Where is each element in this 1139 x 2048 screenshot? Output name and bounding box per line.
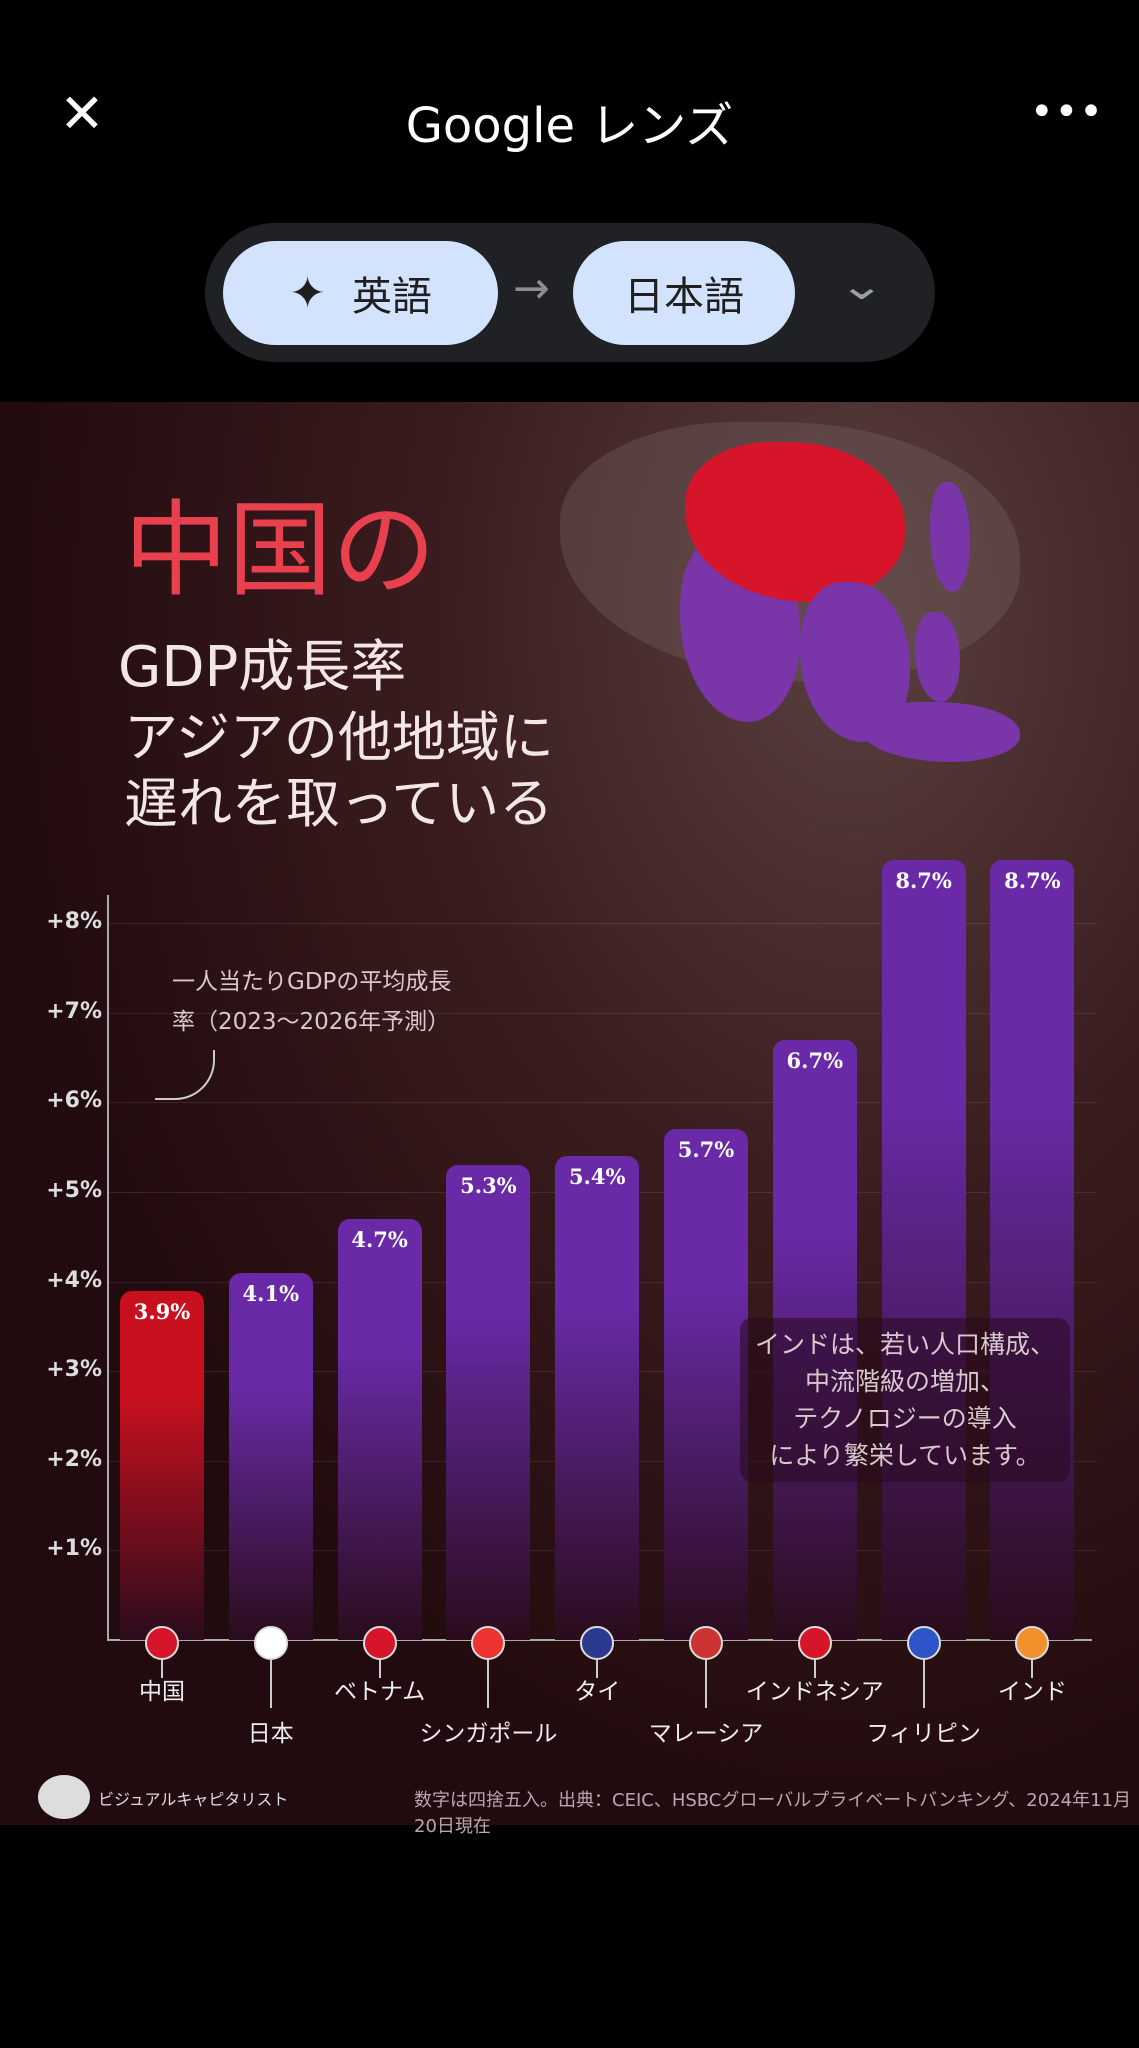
bar-value-label: 4.7%: [351, 1226, 408, 1252]
headline-subtitle: GDP成長率: [118, 635, 407, 700]
y-tick-label: +7%: [46, 998, 102, 1024]
flag-stem: [269, 1660, 272, 1708]
language-selector: ✦ 英語 → 日本語 ⌄: [205, 223, 935, 362]
note-line: により繁栄しています。: [769, 1441, 1041, 1470]
country-label: シンガポール: [419, 1721, 558, 1747]
description-line: 遅れを取っている: [124, 772, 554, 835]
country-label: インド: [997, 1679, 1067, 1705]
y-tick-label: +4%: [46, 1267, 102, 1293]
bar: [990, 860, 1075, 1640]
arrow-right-icon: →: [513, 263, 550, 314]
bar: [555, 1156, 640, 1640]
bar: [881, 860, 966, 1640]
more-options-button[interactable]: •••: [1030, 89, 1104, 135]
country-flag-icon: [797, 1626, 832, 1660]
bar: [446, 1165, 531, 1640]
map-philippines: [915, 612, 960, 702]
close-button[interactable]: ✕: [59, 82, 105, 145]
map-japan: [930, 482, 970, 592]
sparkle-icon: ✦: [289, 267, 326, 319]
y-tick-label: +3%: [46, 1357, 102, 1383]
country-flag-icon: [906, 1626, 941, 1660]
country-flag-icon: [580, 1626, 615, 1660]
headline-description: アジアの他地域に 遅れを取っている: [124, 705, 554, 837]
country-label: 中国: [139, 1679, 185, 1705]
flag-stem: [596, 1660, 599, 1678]
flag-stem: [1031, 1660, 1034, 1678]
country-label: 日本: [247, 1721, 294, 1747]
country-flag-icon: [145, 1626, 179, 1660]
bar: [664, 1129, 748, 1640]
y-tick-label: +5%: [46, 1178, 102, 1203]
country-label: インドネシア: [745, 1679, 884, 1705]
note-line: 中流階級の増加、: [804, 1367, 1005, 1396]
source-language-label: 英語: [351, 274, 432, 320]
flag-stem: [705, 1660, 707, 1708]
bar-value-label: 5.3%: [460, 1173, 517, 1199]
gridline: [107, 1102, 1097, 1104]
gridline: [107, 923, 1097, 925]
bar-value-label: 3.9%: [133, 1298, 191, 1324]
y-tick-label: +1%: [46, 1536, 102, 1562]
chart-annotation: 一人当たりGDPの平均成長 率（2023〜2026年予測）: [172, 962, 451, 1042]
source-language-button[interactable]: ✦ 英語: [223, 241, 498, 345]
bar: [120, 1290, 204, 1640]
bar: [228, 1272, 313, 1640]
country-flag-icon: [253, 1626, 288, 1660]
chevron-down-icon[interactable]: ⌄: [838, 263, 886, 309]
map-china: [685, 442, 905, 602]
annotation-line: 一人当たりGDPの平均成長: [172, 969, 452, 995]
map-indonesia: [860, 702, 1020, 762]
flag-stem: [922, 1660, 925, 1708]
india-note: インドは、若い人口構成、 中流階級の増加、 テクノロジーの導入 により繁栄してい…: [740, 1318, 1070, 1482]
bar-value-label: 6.7%: [786, 1047, 844, 1073]
flag-stem: [487, 1660, 490, 1708]
y-axis-line: [107, 895, 109, 1640]
y-tick-label: +2%: [46, 1446, 102, 1472]
bar-value-label: 5.7%: [677, 1137, 735, 1163]
brand-name: ビジュアルキャピタリスト: [98, 1790, 289, 1809]
app-title: Google レンズ: [405, 98, 734, 154]
flag-stem: [813, 1660, 816, 1678]
country-label: フィリピン: [866, 1721, 981, 1747]
note-line: インドは、若い人口構成、: [754, 1330, 1055, 1359]
description-line: アジアの他地域に: [124, 706, 554, 769]
country-flag-icon: [689, 1626, 723, 1660]
headline-title: 中国の: [124, 489, 437, 611]
source-note: 数字は四捨五入。出典：CEIC、HSBCグローバルプライベートバンキング、202…: [414, 1790, 1132, 1837]
country-flag-icon: [1015, 1626, 1050, 1660]
visual-capitalist-logo: [38, 1775, 90, 1819]
y-tick-label: +8%: [46, 909, 102, 935]
country-label: タイ: [574, 1679, 621, 1705]
target-language-label: 日本語: [624, 274, 744, 320]
country-label: マレーシア: [648, 1721, 764, 1747]
bar-value-label: 4.1%: [242, 1280, 300, 1306]
flag-stem: [161, 1660, 163, 1678]
bar: [337, 1218, 422, 1640]
country-flag-icon: [362, 1626, 397, 1660]
bar-value-label: 8.7%: [1004, 868, 1061, 894]
y-tick-label: +6%: [46, 1088, 102, 1114]
country-label: ベトナム: [333, 1679, 426, 1705]
bar-value-label: 8.7%: [895, 868, 952, 894]
country-flag-icon: [471, 1626, 506, 1660]
gridline: [107, 1012, 1097, 1014]
flag-stem: [378, 1660, 381, 1678]
note-line: テクノロジーの導入: [793, 1404, 1017, 1433]
target-language-button[interactable]: 日本語: [573, 241, 795, 345]
bar-value-label: 5.4%: [568, 1164, 626, 1190]
annotation-line: 率（2023〜2026年予測）: [172, 1009, 451, 1035]
